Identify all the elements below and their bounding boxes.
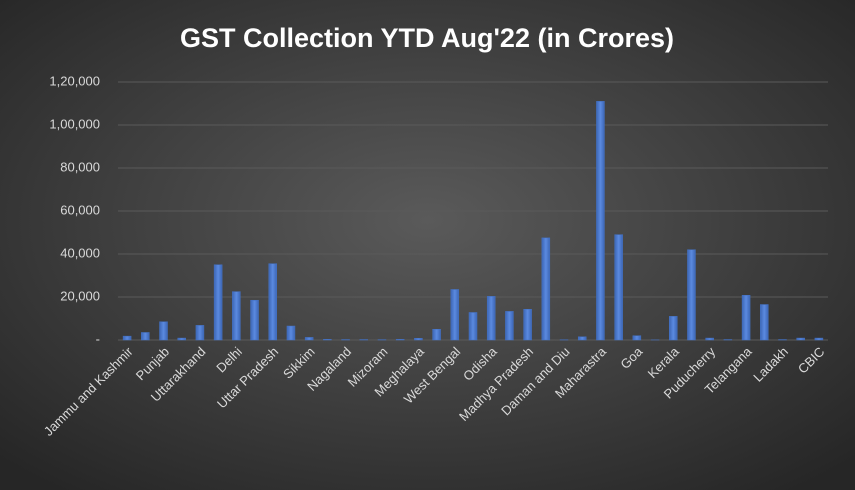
bar [669,316,678,341]
bar [159,321,168,341]
bar [468,312,478,341]
bar [687,249,696,341]
bar [232,291,241,341]
bar [614,234,623,341]
bar [814,337,824,341]
bar [323,339,332,341]
bar [395,339,405,341]
bar [596,101,605,341]
bar [141,332,150,341]
y-tick-label: 80,000 [60,159,100,174]
bar [122,335,132,341]
y-tick-label: - [96,331,100,346]
bar [177,337,186,341]
bar [486,296,496,341]
bar [760,304,769,341]
bar [195,325,205,341]
bar [286,325,296,341]
y-tick-label: 40,000 [60,245,100,260]
y-tick-label: 20,000 [60,288,100,303]
bar [796,337,805,341]
bar [304,337,314,341]
bar [523,309,532,341]
bar [414,338,423,341]
y-tick-label: 1,00,000 [49,116,100,131]
bar [705,337,714,341]
y-tick-label: 60,000 [60,202,100,217]
bar [250,299,259,341]
bar [268,263,277,341]
bar [213,264,223,341]
bar [432,329,441,341]
bar [577,336,587,341]
bar [741,295,751,341]
bar [505,311,514,341]
bar [450,289,460,341]
chart-title: GST Collection YTD Aug'22 (in Crores) [180,23,674,53]
bar [541,237,551,341]
y-tick-label: 1,20,000 [49,73,100,88]
bar [632,335,642,341]
